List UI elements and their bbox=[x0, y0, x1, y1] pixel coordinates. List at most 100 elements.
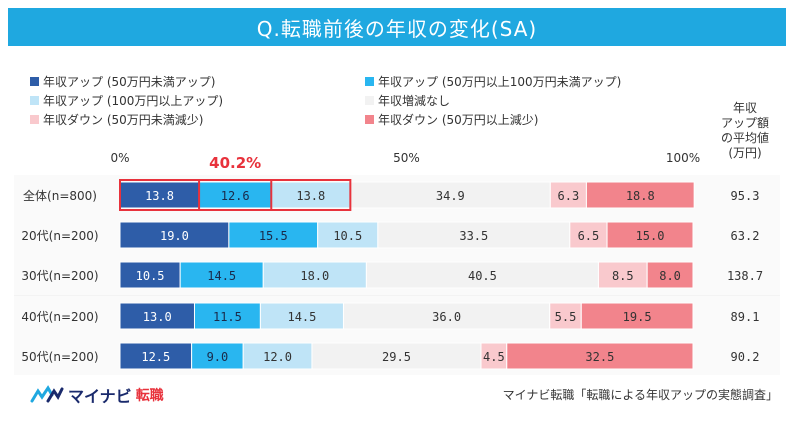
bar-segment bbox=[365, 261, 599, 289]
bar-segment bbox=[377, 221, 571, 249]
axis-tick-label: 0% bbox=[110, 151, 129, 165]
bar-segment bbox=[270, 181, 351, 209]
bar-value-label: 34.9 bbox=[436, 189, 465, 203]
bar-value-label: 8.0 bbox=[659, 269, 681, 283]
bar-segment bbox=[549, 181, 587, 209]
legend-item: 年収アップ (50万円未満アップ) bbox=[30, 73, 215, 90]
average-header-line: (万円) bbox=[728, 146, 762, 160]
axis-tick-label: 50% bbox=[393, 151, 420, 165]
bar-segment bbox=[119, 342, 193, 370]
average-header-line: アップ額 bbox=[720, 116, 769, 130]
legend-swatch bbox=[30, 77, 39, 86]
axis-tick-label: 100% bbox=[666, 151, 700, 165]
average-value: 138.7 bbox=[727, 269, 763, 283]
bar-value-label: 13.8 bbox=[296, 189, 325, 203]
category-label: 50代(n=200) bbox=[21, 350, 98, 364]
legend-swatch bbox=[30, 115, 39, 124]
bar-segment bbox=[342, 302, 551, 330]
bar-segment bbox=[480, 342, 508, 370]
bar-segment bbox=[606, 221, 694, 249]
average-header-line: 年収 bbox=[732, 101, 757, 115]
bar-value-label: 15.5 bbox=[259, 229, 288, 243]
bar-value-label: 12.5 bbox=[141, 350, 170, 364]
bar-segment bbox=[242, 342, 313, 370]
bar-value-label: 11.5 bbox=[213, 310, 242, 324]
bar-segment bbox=[228, 221, 319, 249]
bar-segment bbox=[597, 261, 648, 289]
bar-value-label: 18.0 bbox=[300, 269, 329, 283]
source-note: マイナビ転職「転職による年収アップの実態調査」 bbox=[502, 388, 778, 402]
bar-value-label: 9.0 bbox=[207, 350, 229, 364]
bar-value-label: 33.5 bbox=[459, 229, 488, 243]
bar-segment bbox=[549, 302, 582, 330]
bar-value-label: 36.0 bbox=[432, 310, 461, 324]
category-label: 全体(n=800) bbox=[23, 188, 97, 203]
bar-segment bbox=[179, 261, 264, 289]
legend-item: 年収ダウン (50万円未満減少) bbox=[30, 111, 203, 128]
legend-label: 年収増減なし bbox=[378, 94, 451, 108]
legend-label: 年収ダウン (50万円未満減少) bbox=[43, 113, 204, 127]
logo-subtext: 転職 bbox=[135, 388, 164, 404]
bar-value-label: 14.5 bbox=[287, 310, 316, 324]
bar-segment bbox=[569, 221, 608, 249]
logo-text: マイナビ bbox=[68, 387, 132, 406]
bar-value-label: 32.5 bbox=[585, 350, 614, 364]
bar-value-label: 15.0 bbox=[636, 229, 665, 243]
legend-label: 年収ダウン (50万円以上減少) bbox=[378, 113, 539, 127]
bar-value-label: 4.5 bbox=[483, 350, 505, 364]
bar-value-label: 18.8 bbox=[626, 189, 655, 203]
bar-value-label: 13.8 bbox=[145, 189, 174, 203]
bar-segment bbox=[259, 302, 344, 330]
bar-segment bbox=[646, 261, 694, 289]
bar-value-label: 12.6 bbox=[221, 189, 250, 203]
highlight-percent-label: 40.2% bbox=[209, 154, 261, 172]
average-column-header: 年収 アップ額 の平均値 (万円) bbox=[710, 101, 780, 161]
bar-segment bbox=[506, 342, 694, 370]
legend-item: 年収増減なし bbox=[365, 92, 450, 109]
bar-value-label: 10.5 bbox=[333, 229, 362, 243]
bar-value-label: 12.0 bbox=[263, 350, 292, 364]
highlight-box bbox=[119, 179, 352, 211]
bar-value-label: 29.5 bbox=[382, 350, 411, 364]
bar-segment bbox=[193, 302, 261, 330]
category-label: 30代(n=200) bbox=[21, 269, 98, 283]
bar-value-label: 14.5 bbox=[207, 269, 236, 283]
legend-label: 年収アップ (100万円以上アップ) bbox=[43, 94, 224, 108]
mynavi-logo: マイナビ 転職 bbox=[30, 383, 164, 407]
bar-value-label: 40.5 bbox=[468, 269, 497, 283]
legend-item: 年収ダウン (50万円以上減少) bbox=[365, 111, 538, 128]
category-label: 20代(n=200) bbox=[21, 229, 98, 243]
bar-segment bbox=[262, 261, 367, 289]
bar-value-label: 8.5 bbox=[612, 269, 634, 283]
bar-segment bbox=[580, 302, 694, 330]
logo-mark-icon bbox=[30, 385, 64, 403]
category-label: 40代(n=200) bbox=[21, 310, 98, 324]
bar-value-label: 6.5 bbox=[578, 229, 600, 243]
bar-value-label: 13.0 bbox=[143, 310, 172, 324]
bar-segment bbox=[349, 181, 551, 209]
legend-label: 年収アップ (50万円未満アップ) bbox=[43, 75, 216, 89]
average-value: 95.3 bbox=[731, 189, 760, 203]
bar-segment bbox=[585, 181, 695, 209]
legend-swatch bbox=[30, 96, 39, 105]
bar-segment bbox=[119, 181, 200, 209]
legend-swatch bbox=[365, 96, 374, 105]
average-value: 89.1 bbox=[731, 310, 760, 324]
bar-value-label: 10.5 bbox=[136, 269, 165, 283]
bar-segment bbox=[119, 302, 195, 330]
bar-value-label: 5.5 bbox=[555, 310, 577, 324]
bar-value-label: 19.0 bbox=[160, 229, 189, 243]
chart-title: Q.転職前後の年収の変化(SA) bbox=[8, 8, 786, 46]
bar-value-label: 19.5 bbox=[623, 310, 652, 324]
bar-value-label: 6.3 bbox=[558, 189, 580, 203]
legend-swatch bbox=[365, 115, 374, 124]
legend-label: 年収アップ (50万円以上100万円未満アップ) bbox=[378, 75, 622, 89]
bar-segment bbox=[317, 221, 379, 249]
average-value: 63.2 bbox=[731, 229, 760, 243]
average-header-line: の平均値 bbox=[720, 131, 769, 145]
bar-segment bbox=[119, 221, 230, 249]
legend-item: 年収アップ (50万円以上100万円未満アップ) bbox=[365, 73, 621, 90]
average-value: 90.2 bbox=[731, 350, 760, 364]
